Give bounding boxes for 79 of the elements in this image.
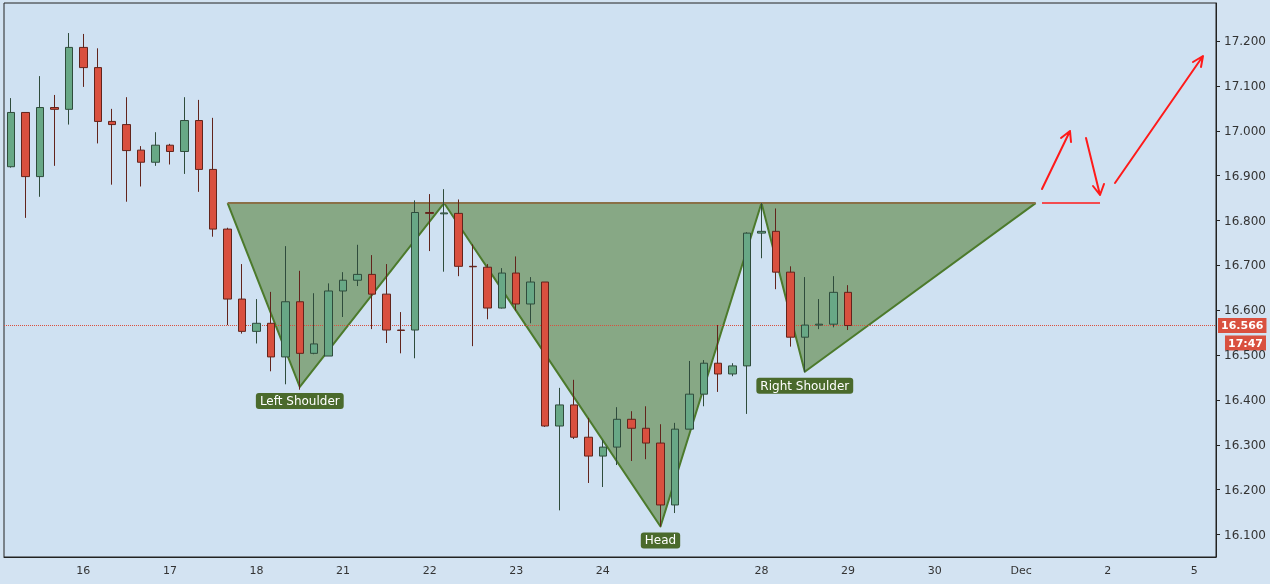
candlestick xyxy=(772,207,780,290)
candlestick xyxy=(65,32,73,126)
y-tick-label: 16.300 xyxy=(1224,437,1266,452)
x-tick-label: 16 xyxy=(76,564,91,577)
y-tick-label: 16.900 xyxy=(1224,168,1266,183)
candlestick xyxy=(743,231,751,415)
candlestick xyxy=(223,227,232,326)
y-tick-label: 16.200 xyxy=(1224,482,1266,497)
candlestick xyxy=(815,298,823,330)
candlestick xyxy=(79,33,88,88)
candlestick xyxy=(555,387,564,511)
candlestick xyxy=(324,282,333,357)
candlestick xyxy=(526,276,535,324)
candlestick xyxy=(281,245,290,385)
candlestick xyxy=(454,198,463,277)
candlestick xyxy=(21,111,30,219)
candlestick xyxy=(642,405,650,460)
candlestick xyxy=(195,99,203,193)
candlestick xyxy=(512,255,520,312)
x-tick-label: Dec xyxy=(1010,564,1032,577)
candlestick xyxy=(671,422,679,514)
x-tick-label: 2 xyxy=(1104,564,1112,577)
candlestick xyxy=(137,145,145,187)
candlestick xyxy=(584,417,593,484)
line-series xyxy=(226,202,1037,528)
candlestick xyxy=(151,131,160,167)
y-tick-label: 17.100 xyxy=(1224,78,1266,93)
candlestick xyxy=(570,379,578,440)
candlestick xyxy=(757,202,766,259)
candlestick xyxy=(108,108,116,186)
candlestick xyxy=(411,199,419,359)
x-tick-label: 22 xyxy=(422,564,437,577)
candlestick xyxy=(122,96,131,203)
y-tick-label: 17.000 xyxy=(1224,123,1266,138)
candlestick xyxy=(440,188,448,273)
candlestick xyxy=(209,117,217,238)
candlestick xyxy=(353,244,362,287)
x-tick-label: 30 xyxy=(927,564,942,577)
candlestick xyxy=(425,193,434,252)
candlestick xyxy=(180,96,189,175)
y-tick-label: 16.700 xyxy=(1224,258,1266,273)
candlestick xyxy=(685,360,694,430)
candlestick xyxy=(627,410,636,462)
y-tick-label: 16.800 xyxy=(1224,213,1266,228)
candlestick xyxy=(252,298,261,344)
y-tick-label: 16.500 xyxy=(1224,348,1266,363)
ref-line-label: 16.566 xyxy=(1221,319,1264,333)
data-label: Head xyxy=(644,533,677,548)
x-tick-label: 29 xyxy=(841,564,856,577)
text: 17:47 xyxy=(1227,336,1263,350)
candlestick xyxy=(310,292,318,355)
candlestick xyxy=(728,362,737,377)
x-tick-label: 28 xyxy=(754,564,769,577)
y-tick-label: 16.400 xyxy=(1224,393,1266,407)
candlestick xyxy=(166,143,174,165)
x-tick-label: 18 xyxy=(249,564,264,577)
candlestick xyxy=(599,439,607,488)
candlestick xyxy=(498,267,506,309)
candlestick xyxy=(7,97,15,169)
candlestick xyxy=(656,423,665,527)
x-tick-label: 17 xyxy=(162,564,177,577)
candlestick xyxy=(483,263,492,320)
x-tick-label: 23 xyxy=(509,564,524,577)
y-tick-label: 16.100 xyxy=(1224,527,1266,542)
data-label: Left Shoulder xyxy=(259,393,340,408)
candlestick xyxy=(613,406,621,466)
candlestick xyxy=(801,276,809,373)
candlestick xyxy=(50,94,59,167)
candlestick xyxy=(36,75,44,198)
data-label: Right Shoulder xyxy=(760,378,850,393)
x-tick-label: 21 xyxy=(336,564,351,577)
candlestick xyxy=(829,275,838,328)
candlestick xyxy=(339,271,347,318)
y-tick-label: 17.200 xyxy=(1224,34,1266,49)
x-tick-label: 5 xyxy=(1190,564,1198,577)
candlestick xyxy=(700,359,708,407)
x-tick-label: 24 xyxy=(595,564,610,577)
y-tick-label: 16.600 xyxy=(1224,303,1266,318)
candlestick xyxy=(94,47,102,144)
